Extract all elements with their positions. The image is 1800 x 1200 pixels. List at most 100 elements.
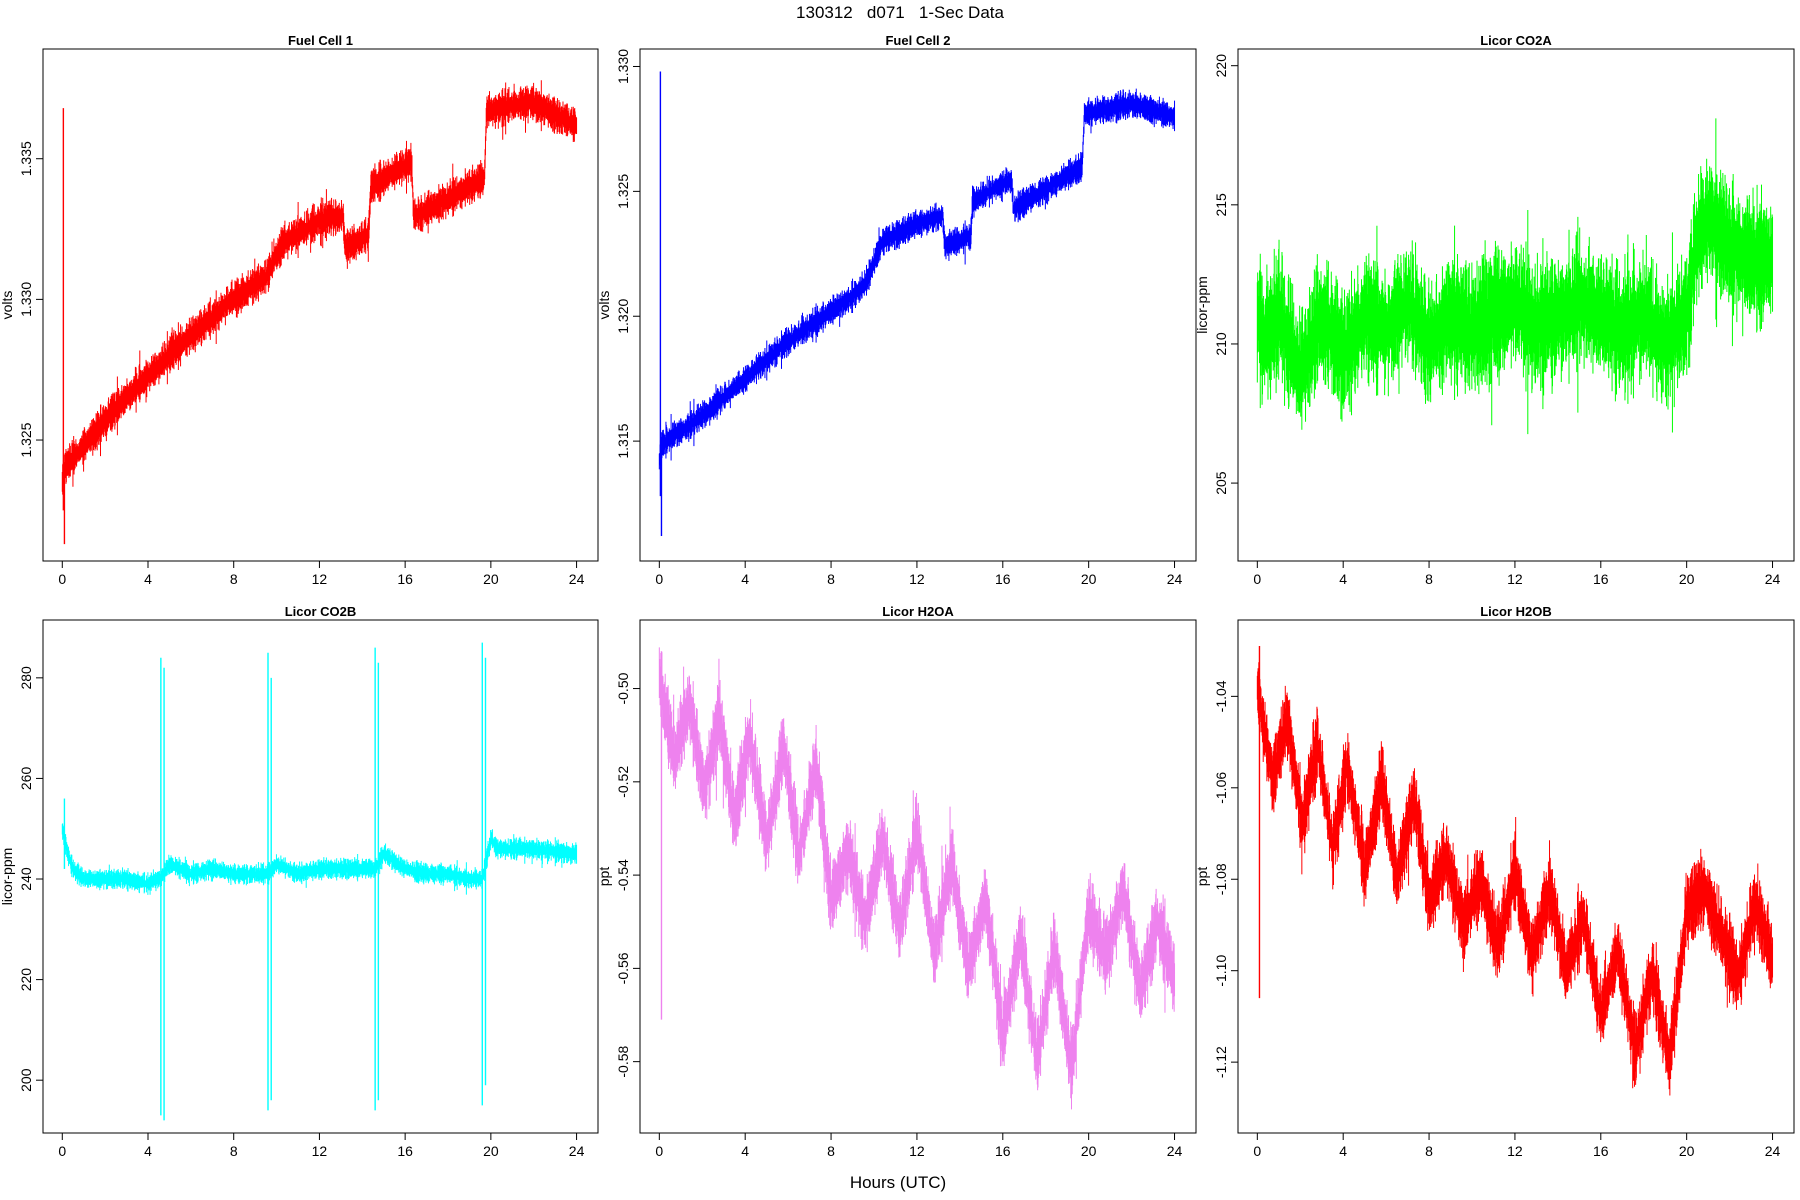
y-tick-label: 1.325 xyxy=(615,174,631,209)
plot-frame xyxy=(1237,619,1795,1134)
panel-1: Fuel Cell 1 0 4 8 12 16 20 24 1.325 1.330 1.335 vol… xyxy=(0,33,599,587)
y-axis-label: volts xyxy=(0,291,15,320)
y-axis-label: volts xyxy=(596,291,612,320)
panel-title: Fuel Cell 1 xyxy=(288,33,353,48)
y-tick-label: 260 xyxy=(18,767,34,791)
y-tick-label: -1.10 xyxy=(1213,955,1229,987)
y-tick-label: 1.335 xyxy=(18,141,34,176)
y-axis-label: ppt xyxy=(596,867,612,887)
x-tick-label: 12 xyxy=(909,1143,925,1159)
series-line xyxy=(61,823,578,895)
y-tick-label: 240 xyxy=(18,867,34,891)
y-tick-label: 1.325 xyxy=(18,422,34,457)
panel-5: Licor H2OA 0 4 8 12 16 20 24 -0.50 -0.52 -0.54 -0.5… xyxy=(596,604,1197,1159)
panel-title: Licor H2OB xyxy=(1480,604,1552,619)
x-tick-label: 16 xyxy=(1593,1143,1609,1159)
x-tick-label: 12 xyxy=(312,1143,328,1159)
panel-grid: Fuel Cell 1 0 4 8 12 16 20 24 1.325 1.330 1.335 vol… xyxy=(0,33,1795,1159)
x-tick-label: 8 xyxy=(230,1143,238,1159)
x-tick-label: 20 xyxy=(1679,1143,1695,1159)
x-tick-label: 4 xyxy=(1339,1143,1347,1159)
x-tick-label: 8 xyxy=(1425,1143,1433,1159)
x-tick-label: 12 xyxy=(1507,571,1523,587)
x-tick-label: 24 xyxy=(1765,571,1781,587)
x-tick-label: 0 xyxy=(58,1143,66,1159)
y-tick-label: 1.315 xyxy=(615,423,631,458)
panel-4: Licor CO2B 0 4 8 12 16 20 24 200 220 240 260 280 lico… xyxy=(0,604,599,1159)
x-tick-label: 12 xyxy=(909,571,925,587)
x-tick-label: 24 xyxy=(1167,1143,1183,1159)
figure-title: 130312 d071 1-Sec Data xyxy=(796,3,1004,22)
panel-2: Fuel Cell 2 0 4 8 12 16 20 24 1.315 1.320 1.325 1.3… xyxy=(596,33,1197,587)
x-tick-label: 20 xyxy=(483,571,499,587)
x-tick-label: 20 xyxy=(1081,1143,1097,1159)
x-tick-label: 16 xyxy=(995,571,1011,587)
y-axis-label: licor-ppm xyxy=(1194,276,1210,334)
x-tick-label: 20 xyxy=(483,1143,499,1159)
x-tick-label: 4 xyxy=(741,571,749,587)
plot-frame xyxy=(42,619,599,1134)
x-tick-label: 16 xyxy=(995,1143,1011,1159)
y-tick-label: -0.54 xyxy=(615,859,631,891)
x-tick-label: 8 xyxy=(827,571,835,587)
plot-frame xyxy=(1237,48,1795,562)
x-tick-label: 4 xyxy=(144,1143,152,1159)
panel-3: Licor CO2A 0 4 8 12 16 20 24 205 210 215 220 licor-p… xyxy=(1194,33,1795,587)
x-tick-label: 24 xyxy=(569,571,585,587)
y-tick-label: 210 xyxy=(1213,332,1229,356)
y-tick-label: 1.320 xyxy=(615,299,631,334)
panel-title: Licor CO2B xyxy=(285,604,357,619)
y-tick-label: -0.52 xyxy=(615,766,631,798)
y-tick-label: -0.50 xyxy=(615,672,631,704)
y-tick-label: 1.330 xyxy=(615,49,631,84)
plot-frame xyxy=(639,48,1197,562)
panel-6: Licor H2OB 0 4 8 12 16 20 24 -1.04 -1.06 -1.08 -1.1… xyxy=(1194,604,1795,1159)
y-axis-label: licor-ppm xyxy=(0,848,15,906)
y-tick-label: -1.06 xyxy=(1213,772,1229,804)
x-tick-label: 24 xyxy=(1765,1143,1781,1159)
y-tick-label: -1.04 xyxy=(1213,680,1229,712)
x-tick-label: 16 xyxy=(397,571,413,587)
y-tick-label: -0.56 xyxy=(615,952,631,984)
x-tick-label: 0 xyxy=(58,571,66,587)
plot-frame xyxy=(639,619,1197,1134)
series-line xyxy=(1256,662,1774,1096)
y-tick-label: 1.330 xyxy=(18,282,34,317)
x-tick-label: 0 xyxy=(1253,1143,1261,1159)
x-tick-label: 16 xyxy=(1593,571,1609,587)
series-line xyxy=(658,647,1176,1110)
y-tick-label: 205 xyxy=(1213,471,1229,495)
plot-frame xyxy=(42,48,599,562)
shared-x-axis-label: Hours (UTC) xyxy=(850,1173,946,1192)
series-line xyxy=(1256,118,1774,435)
y-tick-label: 220 xyxy=(1213,54,1229,78)
x-tick-label: 20 xyxy=(1081,571,1097,587)
y-tick-label: 200 xyxy=(18,1068,34,1092)
y-tick-label: -1.08 xyxy=(1213,863,1229,895)
x-tick-label: 16 xyxy=(397,1143,413,1159)
panel-title: Fuel Cell 2 xyxy=(885,33,950,48)
y-tick-label: -0.58 xyxy=(615,1045,631,1077)
x-tick-label: 4 xyxy=(1339,571,1347,587)
x-tick-label: 0 xyxy=(1253,571,1261,587)
panel-title: Licor CO2A xyxy=(1480,33,1552,48)
x-tick-label: 0 xyxy=(655,1143,663,1159)
x-tick-label: 8 xyxy=(230,571,238,587)
y-axis-label: ppt xyxy=(1194,867,1210,887)
x-tick-label: 4 xyxy=(741,1143,749,1159)
x-tick-label: 8 xyxy=(827,1143,835,1159)
series-line xyxy=(658,88,1176,470)
y-tick-label: 280 xyxy=(18,666,34,690)
x-tick-label: 24 xyxy=(1167,571,1183,587)
series-line xyxy=(61,80,578,495)
y-tick-label: -1.12 xyxy=(1213,1046,1229,1078)
y-tick-label: 220 xyxy=(18,968,34,992)
x-tick-label: 0 xyxy=(655,571,663,587)
x-tick-label: 20 xyxy=(1679,571,1695,587)
x-tick-label: 8 xyxy=(1425,571,1433,587)
x-tick-label: 12 xyxy=(312,571,328,587)
panel-title: Licor H2OA xyxy=(882,604,954,619)
x-tick-label: 4 xyxy=(144,571,152,587)
x-tick-label: 24 xyxy=(569,1143,585,1159)
